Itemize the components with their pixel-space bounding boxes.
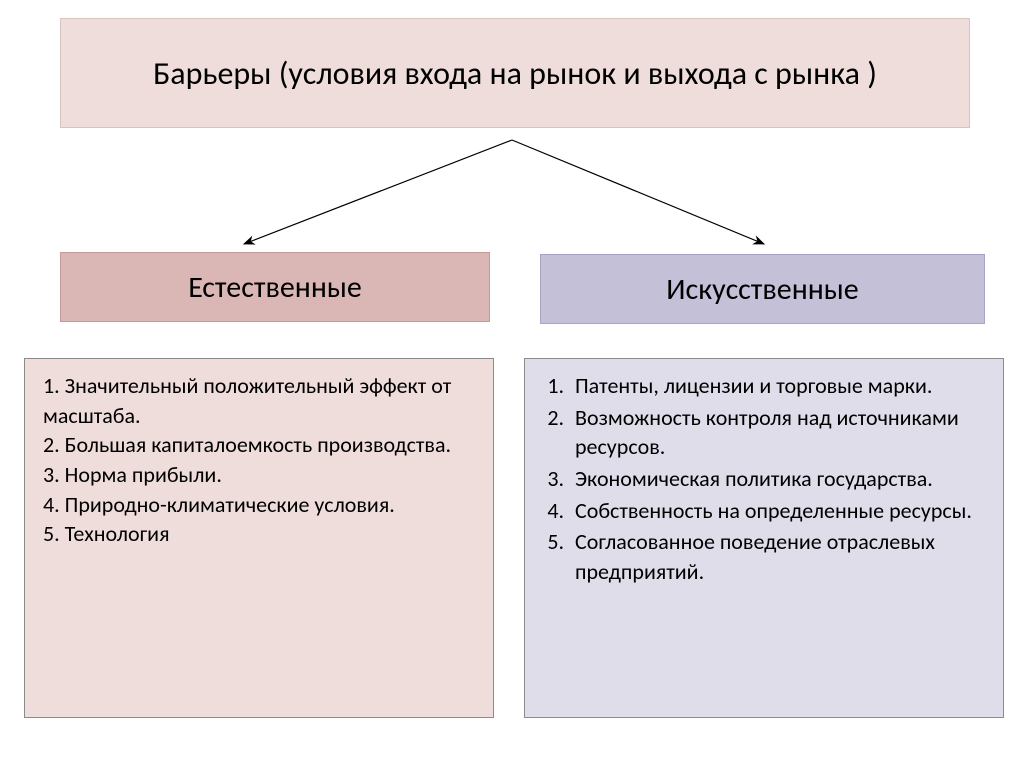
list-ol: Патенты, лицензии и торговые марки. Возм… [543, 371, 985, 587]
root-title-text: Барьеры (условия входа на рынок и выхода… [153, 54, 877, 93]
list-item: 5. Технология [43, 519, 475, 549]
branch-arrows [232, 128, 776, 256]
list-box-right: Патенты, лицензии и торговые марки. Возм… [524, 358, 1004, 718]
list-item: Патенты, лицензии и торговые марки. [569, 371, 985, 401]
branch-header-left: Естественные [60, 252, 490, 322]
branch-header-right: Искусственные [540, 254, 985, 324]
list-item: 4. Природно-климатические условия. [43, 490, 475, 520]
list-box-left: 1. Значительный положительный эффект от … [24, 358, 494, 718]
root-box: Барьеры (условия входа на рынок и выхода… [60, 18, 970, 128]
list-item: Согласованное поведение отраслевых предп… [569, 527, 985, 586]
branch-header-left-text: Естественные [188, 269, 362, 306]
list-right-content: Патенты, лицензии и торговые марки. Возм… [543, 371, 985, 587]
list-item: Собственность на определенные ресурсы. [569, 496, 985, 526]
list-item: Возможность контроля над источниками рес… [569, 403, 985, 462]
list-item: 2. Большая капиталоемкость производства. [43, 430, 475, 460]
list-item: 1. Значительный положительный эффект от … [43, 371, 475, 430]
branch-header-right-text: Искусственные [666, 271, 858, 308]
list-item: Экономическая политика государства. [569, 464, 985, 494]
list-left-content: 1. Значительный положительный эффект от … [43, 371, 475, 549]
list-item: 3. Норма прибыли. [43, 460, 475, 490]
